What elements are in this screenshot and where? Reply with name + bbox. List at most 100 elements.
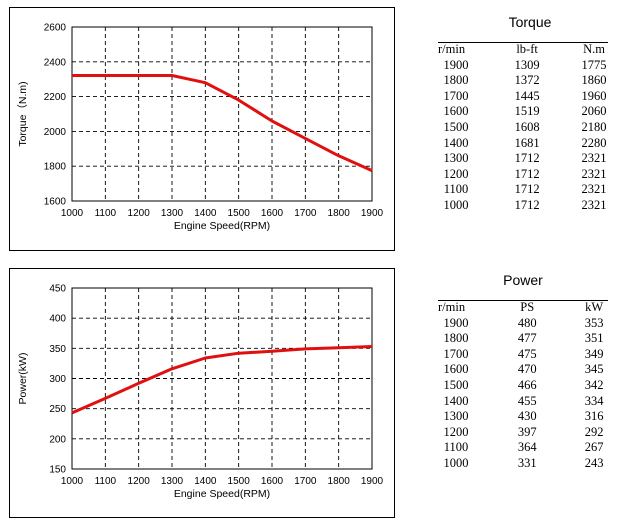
- power-cell: 1600: [438, 362, 494, 378]
- torque-y-tick-label: 1600: [44, 197, 67, 208]
- power-cell: 334: [584, 393, 604, 408]
- power-rpm-value: 1900: [443, 315, 469, 330]
- power-y-axis-title: Power(kW): [17, 353, 29, 405]
- torque-cell: 1309: [514, 57, 540, 72]
- torque-cell: 1600: [438, 104, 494, 120]
- torque-cell: 1300: [438, 151, 494, 167]
- torque-table-row: 1000 1712 2321: [438, 198, 628, 214]
- torque-table-header-row: r/min lb-ft N.m: [438, 42, 628, 58]
- torque-table-title: Torque: [508, 14, 552, 30]
- torque-header-lbft: lb-ft: [516, 42, 538, 56]
- power-chart-panel: 1000 1100 1200 1300 1400 1500 1600 1700 1800 1900…: [9, 268, 395, 518]
- torque-rpm-value: 1800: [443, 73, 469, 88]
- torque-x-tick-label: 1800: [328, 208, 351, 219]
- torque-rpm-value: 1900: [443, 57, 469, 72]
- power-cell: 342: [584, 377, 604, 392]
- power-x-tick-label: 1300: [161, 476, 184, 487]
- power-x-tick-label: 1100: [95, 476, 117, 487]
- power-plot-frame: [71, 287, 373, 470]
- power-cell: 353: [584, 315, 604, 330]
- power-x-axis-title: Engine Speed(RPM): [174, 488, 270, 500]
- power-cell: 1300: [438, 409, 494, 425]
- torque-cell: 1712: [514, 166, 540, 181]
- torque-cell: 1775: [581, 57, 607, 72]
- torque-rpm-value: 1400: [443, 135, 469, 150]
- torque-y-tick-label: 1800: [44, 162, 67, 173]
- torque-y-tick-label: 2600: [44, 23, 67, 34]
- torque-table: r/min lb-ft N.m 1900 1309 1775 1800 1372 1860…: [438, 42, 628, 214]
- power-table-row: 1800 477 351: [438, 331, 628, 347]
- torque-cell: 1712: [514, 182, 540, 197]
- torque-table-row: 1200 1712 2321: [438, 167, 628, 183]
- power-table-row: 1500 466 342: [438, 378, 628, 394]
- power-cell: 1100: [438, 440, 494, 456]
- power-table: r/min PS kW 1900 480 353 1800 477 351 1700 475 3…: [438, 300, 628, 472]
- power-cell: 349: [584, 346, 604, 361]
- torque-x-tick-label: 1600: [261, 208, 284, 219]
- torque-chart: 1000 1100 1200 1300 1400 1500 1600 1700 1800 1900…: [17, 23, 384, 233]
- torque-table-rule: [438, 42, 608, 43]
- torque-plot-frame: [71, 26, 373, 202]
- power-table-title: Power: [503, 272, 543, 288]
- power-y-tick-label: 400: [49, 314, 66, 325]
- torque-cell: 1000: [438, 198, 494, 214]
- power-cell: 466: [517, 377, 537, 392]
- power-y-tick-label: 300: [49, 374, 66, 385]
- power-table-row: 1700 475 349: [438, 347, 628, 363]
- power-y-tick-label: 350: [49, 344, 66, 355]
- torque-rpm-value: 1600: [443, 104, 469, 119]
- power-table-row: 1000 331 243: [438, 456, 628, 472]
- power-cell: 1900: [438, 316, 494, 332]
- torque-x-tick-label: 1900: [361, 208, 384, 219]
- torque-rpm-value: 1000: [443, 197, 469, 212]
- power-rpm-value: 1500: [443, 377, 469, 392]
- power-x-tick-label: 1900: [361, 476, 384, 487]
- power-cell: 475: [517, 346, 537, 361]
- torque-table-body: 1900 1309 1775 1800 1372 1860 1700 1445 1960 1600…: [438, 58, 628, 214]
- power-cell: 267: [584, 440, 604, 455]
- power-rpm-value: 1700: [443, 346, 469, 361]
- power-cell: 1500: [438, 378, 494, 394]
- power-cell: 292: [584, 424, 604, 439]
- power-x-tick-label: 1500: [228, 476, 251, 487]
- power-table-row: 1200 397 292: [438, 425, 628, 441]
- power-rpm-value: 1200: [443, 424, 469, 439]
- torque-cell: 2321: [581, 151, 607, 166]
- power-table-row: 1400 455 334: [438, 394, 628, 410]
- power-x-tick-label: 1000: [61, 476, 84, 487]
- power-x-tick-label: 1800: [328, 476, 351, 487]
- torque-cell: 2321: [581, 182, 607, 197]
- power-cell: 243: [584, 455, 604, 470]
- power-series-line: [71, 345, 373, 415]
- power-cell: 397: [517, 424, 537, 439]
- power-cell: 345: [584, 362, 604, 377]
- torque-y-tick-label: 2400: [44, 57, 67, 68]
- torque-cell: 1372: [514, 73, 540, 88]
- power-cell: 480: [517, 315, 537, 330]
- torque-rpm-value: 1200: [443, 166, 469, 181]
- torque-x-tick-label: 1500: [228, 208, 251, 219]
- torque-rpm-value: 1500: [443, 119, 469, 134]
- power-rpm-value: 1100: [443, 440, 469, 455]
- torque-cell: 1100: [438, 182, 494, 198]
- torque-x-tick-label: 1000: [61, 208, 84, 219]
- power-table-row: 1900 480 353: [438, 316, 628, 332]
- torque-series-line: [72, 74, 373, 172]
- power-rpm-value: 1600: [443, 362, 469, 377]
- torque-x-tick-label: 1300: [161, 208, 184, 219]
- torque-y-axis-title: Torque（N.m): [17, 81, 29, 146]
- power-rpm-value: 1300: [443, 409, 469, 424]
- power-y-tick-label: 250: [49, 404, 66, 415]
- power-cell: 1400: [438, 394, 494, 410]
- torque-cell: 1608: [514, 119, 540, 134]
- torque-cell: 2280: [581, 135, 607, 150]
- power-table-rule: [438, 300, 608, 301]
- power-table-row: 1600 470 345: [438, 362, 628, 378]
- torque-table-row: 1900 1309 1775: [438, 58, 628, 74]
- torque-x-tick-label: 1100: [95, 208, 117, 219]
- power-cell: 477: [517, 331, 537, 346]
- power-cell: 430: [517, 409, 537, 424]
- power-y-tick-label: 200: [49, 434, 66, 445]
- torque-chart-panel: 1000 1100 1200 1300 1400 1500 1600 1700 1800 1900…: [9, 7, 395, 251]
- power-cell: 470: [517, 362, 537, 377]
